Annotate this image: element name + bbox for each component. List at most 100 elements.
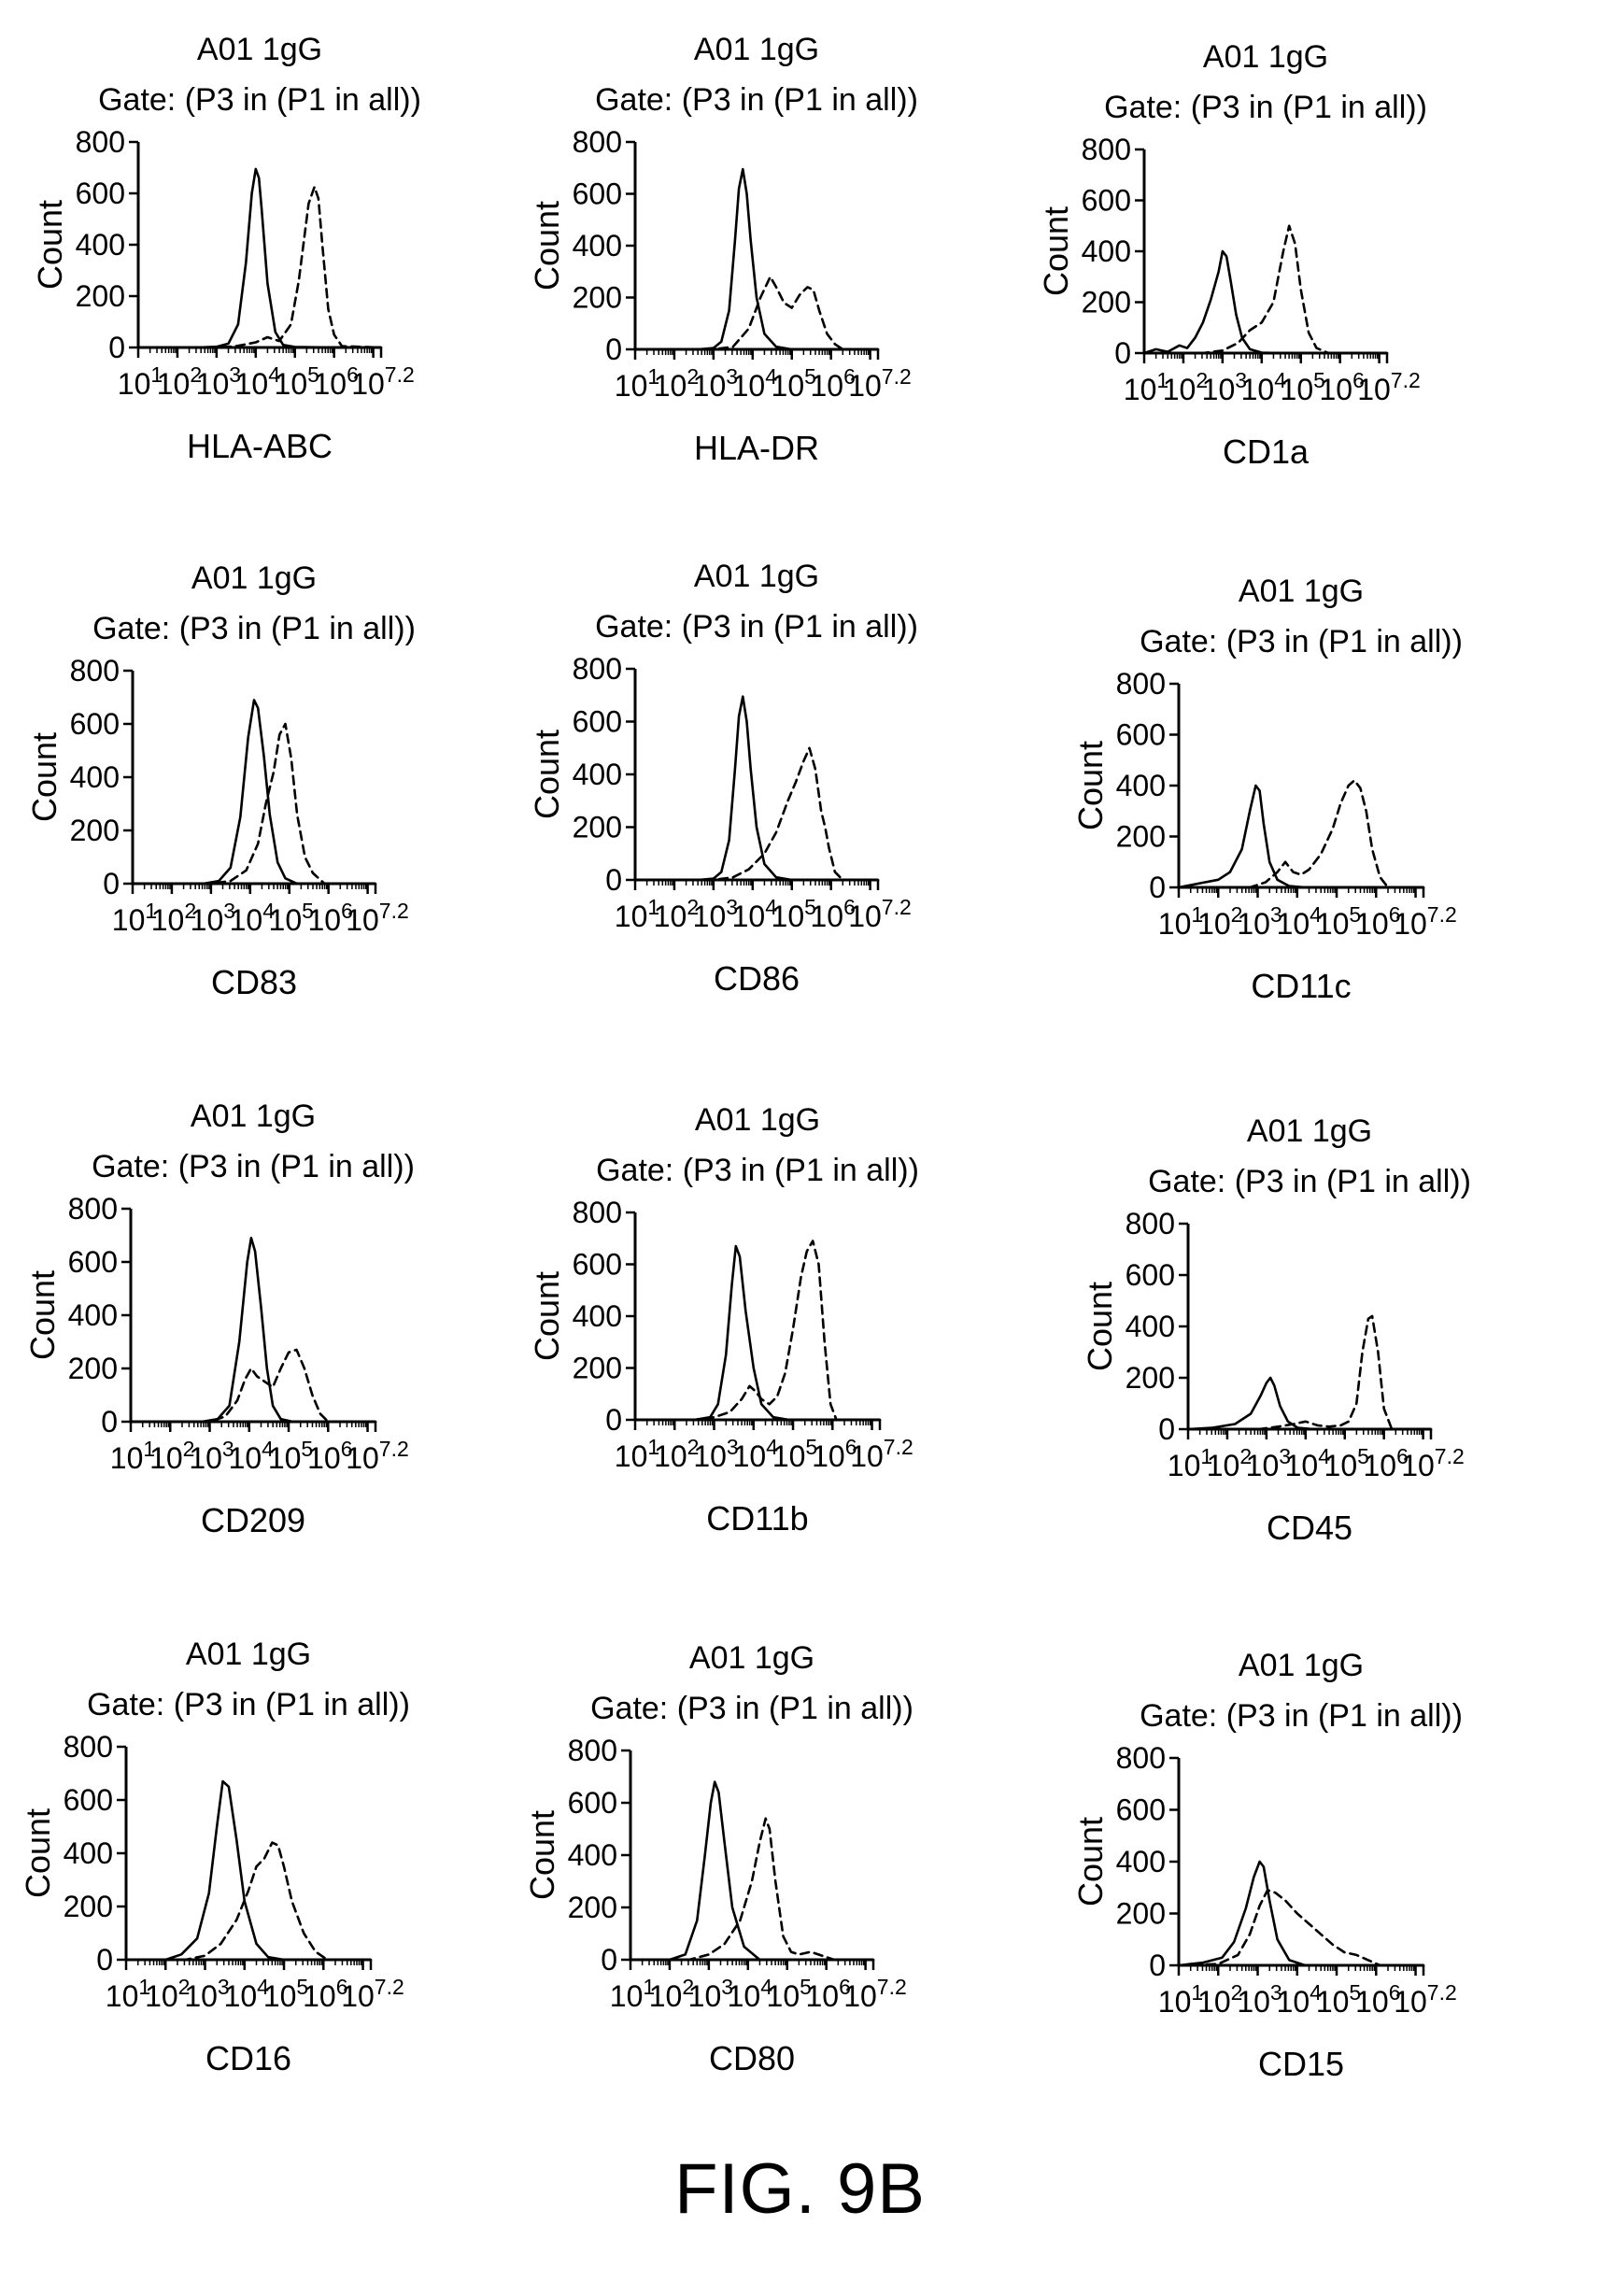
panel-subtitle: Gate: (P3 in (P1 in all)): [92, 1149, 415, 1184]
y-tick-label: 0: [108, 331, 125, 364]
y-tick-label: 800: [1116, 667, 1166, 701]
panel-subtitle: Gate: (P3 in (P1 in all)): [595, 82, 918, 118]
y-tick-label: 200: [64, 1890, 113, 1923]
panel-title: A01 1gG: [191, 1098, 316, 1134]
series-line-solid: [1142, 249, 1389, 355]
y-tick-label: 800: [70, 654, 120, 687]
x-tick-label: 101: [106, 1975, 150, 2013]
x-tick-label: 106: [307, 899, 352, 937]
histogram-panel-8: A01 1gG Gate: (P3 in (P1 in all)) 0 200 400 6…: [528, 1102, 919, 1538]
y-axis-label: Count: [528, 730, 566, 819]
y-tick-label: 800: [573, 652, 622, 686]
x-tick-label: 105: [1281, 368, 1325, 406]
x-tick-label: 102: [1197, 902, 1242, 941]
y-tick-label: 400: [568, 1838, 617, 1872]
x-tick-label: 103: [688, 1975, 733, 2013]
y-tick-label: 400: [1082, 234, 1131, 268]
x-tick-label: 107.2: [346, 899, 409, 937]
x-tick-label: 104: [732, 364, 778, 403]
x-tick-label: 101: [615, 1435, 659, 1473]
panel-title: A01 1gG: [191, 560, 317, 596]
panel-title: A01 1gG: [197, 32, 322, 67]
x-tick-label: 107.2: [346, 1437, 409, 1475]
y-tick-label: 600: [70, 707, 120, 741]
y-tick-label: 0: [605, 863, 622, 897]
y-axis-label: Count: [31, 200, 69, 290]
series-line-solid: [1186, 1376, 1433, 1431]
x-tick-label: 107.2: [848, 364, 912, 403]
y-axis-label: Count: [523, 1810, 561, 1900]
x-tick-label: 103: [1237, 902, 1281, 941]
series-line-dashed: [131, 722, 377, 886]
x-tick-label: 102: [149, 1437, 194, 1475]
series-line-dashed: [1177, 779, 1425, 889]
panel-title: A01 1gG: [186, 1637, 311, 1672]
x-tick-label: 101: [610, 1975, 655, 2013]
x-tick-label: 107.2: [1401, 1444, 1465, 1482]
x-tick-label: 103: [191, 899, 235, 937]
y-tick-label: 200: [1116, 820, 1166, 854]
x-tick-label: 101: [1158, 902, 1203, 941]
x-tick-label: 107.2: [850, 1435, 913, 1473]
series-line-solid: [124, 1779, 373, 1962]
y-tick-label: 0: [101, 1405, 118, 1439]
y-tick-label: 800: [1126, 1207, 1175, 1240]
x-tick-label: 106: [810, 364, 855, 403]
x-tick-label: 106: [810, 895, 855, 933]
series-line-dashed: [633, 1240, 882, 1422]
y-tick-label: 200: [68, 1352, 118, 1385]
y-tick-label: 200: [573, 281, 622, 315]
series-line-solid: [633, 167, 880, 351]
y-tick-label: 0: [1149, 871, 1166, 904]
x-axis-label: CD11c: [1251, 967, 1351, 1005]
x-tick-label: 101: [1168, 1444, 1212, 1482]
series-line-dashed: [129, 1348, 377, 1424]
y-tick-label: 600: [573, 1248, 622, 1282]
panel-title: A01 1gG: [695, 1102, 820, 1138]
x-tick-label: 105: [1316, 1980, 1361, 2019]
series-line-dashed: [124, 1841, 373, 1962]
x-axis-label: HLA-DR: [694, 429, 819, 467]
series-line-solid: [633, 695, 880, 882]
x-axis-label: CD80: [709, 2039, 795, 2077]
y-tick-label: 800: [68, 1192, 118, 1226]
y-tick-label: 600: [573, 177, 622, 211]
x-tick-label: 103: [1246, 1444, 1291, 1482]
x-tick-label: 103: [1237, 1980, 1281, 2019]
x-tick-label: 106: [812, 1435, 857, 1473]
histogram-panel-11: A01 1gG Gate: (P3 in (P1 in all)) 0 200 400 6…: [523, 1640, 913, 2077]
x-tick-label: 104: [728, 1975, 773, 2013]
y-tick-label: 400: [573, 1299, 622, 1333]
x-tick-label: 106: [1363, 1444, 1408, 1482]
y-tick-label: 400: [1116, 769, 1166, 802]
panel-title: A01 1gG: [1247, 1113, 1372, 1149]
y-axis-label: Count: [1071, 1817, 1110, 1906]
y-axis-label: Count: [528, 201, 566, 291]
y-tick-label: 400: [1116, 1845, 1166, 1878]
y-tick-label: 800: [1082, 133, 1131, 166]
x-axis-label: CD86: [714, 959, 800, 998]
x-tick-label: 103: [693, 364, 738, 403]
panel-subtitle: Gate: (P3 in (P1 in all)): [1148, 1164, 1471, 1199]
panel-title: A01 1gG: [1239, 1648, 1364, 1683]
panel-title: A01 1gG: [1239, 574, 1364, 609]
histogram-panel-4: A01 1gG Gate: (P3 in (P1 in all)) 0 200 400 6…: [25, 560, 416, 1001]
x-tick-label: 104: [1285, 1444, 1331, 1482]
y-tick-label: 600: [568, 1786, 617, 1820]
x-tick-label: 104: [229, 1437, 275, 1475]
y-tick-label: 400: [1126, 1310, 1175, 1343]
y-tick-label: 200: [76, 279, 125, 313]
panel-title: A01 1gG: [689, 1640, 814, 1676]
x-tick-label: 107.2: [1394, 902, 1457, 941]
x-tick-label: 104: [733, 1435, 779, 1473]
panel-subtitle: Gate: (P3 in (P1 in all)): [98, 82, 421, 118]
y-tick-label: 800: [1116, 1741, 1166, 1775]
y-tick-label: 800: [64, 1730, 113, 1764]
x-tick-label: 106: [805, 1975, 850, 2013]
x-tick-label: 106: [1319, 368, 1364, 406]
x-tick-label: 107.2: [351, 362, 415, 401]
x-axis-label: CD16: [205, 2039, 291, 2077]
histogram-panel-10: A01 1gG Gate: (P3 in (P1 in all)) 0 200 400 6…: [19, 1637, 410, 2077]
x-axis-label: CD83: [211, 963, 297, 1001]
panel-subtitle: Gate: (P3 in (P1 in all)): [92, 611, 416, 646]
